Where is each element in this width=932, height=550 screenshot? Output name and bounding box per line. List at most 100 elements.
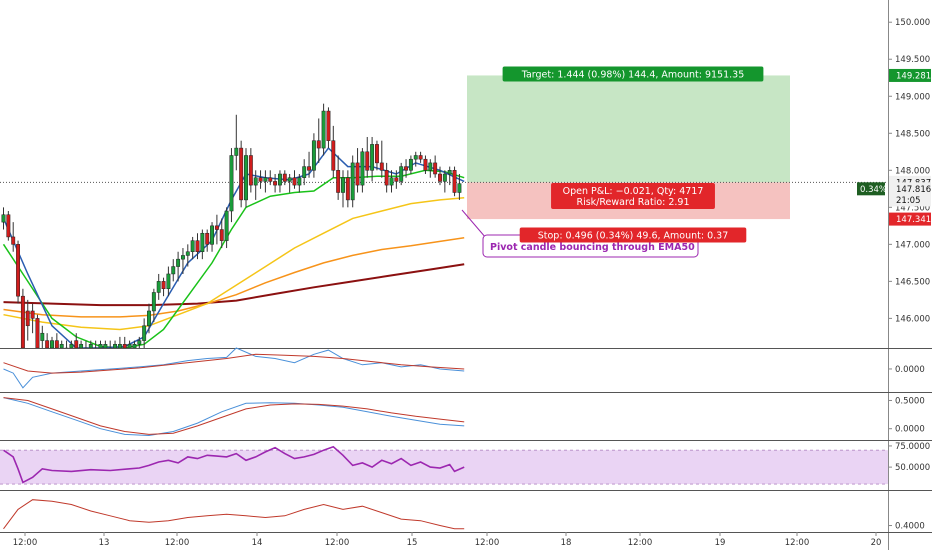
candle-body: [379, 162, 384, 171]
candle-body: [433, 162, 438, 175]
candle-body: [287, 177, 292, 182]
stop-label-text: Stop: 0.496 (0.34%) 49.6, Amount: 0.37: [538, 231, 729, 242]
ema50-line: [3, 196, 465, 331]
candle-body: [142, 325, 147, 341]
candle-body: [370, 144, 375, 171]
y-tick-label: 147.000: [895, 240, 930, 250]
annotation-pointer: [461, 209, 487, 239]
oscillator-series-1: [3, 397, 465, 435]
candle-body: [127, 344, 132, 348]
candle-body: [151, 292, 156, 312]
stop-label-box: [519, 227, 747, 243]
x-tick-label: 18: [561, 538, 572, 548]
candle-body: [113, 344, 117, 348]
candle-body: [195, 240, 200, 252]
candle-body: [59, 344, 64, 348]
countdown-tag: 21:05: [896, 196, 921, 206]
candle-body: [408, 158, 413, 171]
y-tick-label: 146.500: [895, 277, 930, 287]
candle-body: [88, 344, 93, 348]
candle-body: [54, 340, 59, 348]
candle-body: [40, 332, 45, 341]
candle-body: [156, 281, 161, 293]
stop-price-tag-bg: [889, 212, 931, 226]
candle-body: [122, 344, 127, 348]
target-price-tag-bg: [889, 68, 931, 82]
candle-body: [181, 255, 185, 260]
y-tick-label: 150.000: [895, 18, 930, 28]
candle-body: [360, 151, 365, 186]
pane-y-tick-label: 50.0000: [895, 463, 930, 473]
candle-body: [423, 158, 428, 171]
candle-body: [282, 173, 287, 182]
candle-body: [418, 155, 423, 160]
x-tick-label: 12:00: [785, 538, 810, 548]
fast-ma-line: [2, 146, 465, 348]
x-tick-label: 12:00: [475, 538, 500, 548]
x-tick-label: 12:00: [165, 538, 190, 548]
candle-body: [234, 147, 239, 156]
pane-y-tick-label: 0.4000: [895, 522, 925, 532]
oscillator-series-0: [3, 397, 465, 437]
candle-body: [171, 266, 176, 275]
x-tick-label: 12:00: [628, 538, 653, 548]
candle-body: [16, 244, 21, 297]
candle-body: [30, 310, 35, 319]
candle-body: [214, 225, 219, 230]
candle-body: [292, 177, 297, 186]
candle-body: [79, 344, 84, 348]
target-label-text: Target: 1.444 (0.98%) 144.4, Amount: 915…: [521, 70, 745, 81]
candle-body: [210, 225, 215, 245]
pnl-label-text: Open P&L: −0.021, Qty: 4717: [563, 186, 704, 197]
countdown-tag-bg: [889, 193, 931, 207]
candle-body: [190, 240, 195, 252]
candle-body: [389, 177, 394, 186]
candle-body: [6, 214, 11, 238]
candle-body: [166, 273, 171, 290]
ema-line-orange: [3, 236, 465, 318]
candle-body: [74, 340, 79, 348]
candle-body: [1, 214, 6, 223]
candle-body: [147, 310, 151, 327]
candle-body: [132, 344, 137, 348]
candle-body: [263, 177, 268, 182]
candle-body: [442, 173, 447, 182]
target-label-box: [502, 66, 764, 82]
y-tick-label: 148.500: [895, 129, 930, 139]
change-badge-bg: [857, 182, 885, 196]
candle-body: [345, 177, 350, 201]
x-tick-label: 19: [715, 538, 726, 548]
candle-body: [253, 177, 258, 186]
y-tick-label: 148.000: [895, 166, 930, 176]
candle-body: [11, 236, 16, 245]
candle-body: [229, 155, 234, 212]
ema-price-tag-bg: [889, 182, 931, 196]
candle-body: [321, 110, 326, 149]
x-tick-label: 12:00: [13, 538, 38, 548]
candle-body: [45, 340, 50, 348]
x-tick-label: 15: [407, 538, 418, 548]
candle-body: [307, 166, 312, 171]
candle-body: [336, 170, 341, 193]
target-price-tag: 149.281: [896, 71, 931, 81]
candle-body: [258, 177, 263, 182]
candle-body: [297, 177, 302, 186]
candle-body: [244, 155, 248, 201]
x-tick-label: 13: [99, 538, 110, 548]
sma-line-darkred: [3, 263, 465, 307]
x-tick-label: 12:00: [325, 538, 350, 548]
candle-body: [176, 258, 181, 267]
candle-body: [20, 295, 25, 348]
candle-body: [224, 210, 229, 241]
pane-y-tick-label: 0.0000: [895, 365, 925, 375]
candle-body: [117, 344, 122, 348]
candle-body: [355, 162, 360, 186]
pnl-label-text: Risk/Reward Ratio: 2.91: [576, 197, 689, 208]
candle-body: [404, 166, 409, 171]
candle-body: [394, 177, 399, 182]
candle-body: [311, 140, 316, 171]
rsi-series-0: [3, 445, 465, 484]
y-tick-label: 149.500: [895, 55, 930, 65]
target-zone: [467, 75, 790, 183]
